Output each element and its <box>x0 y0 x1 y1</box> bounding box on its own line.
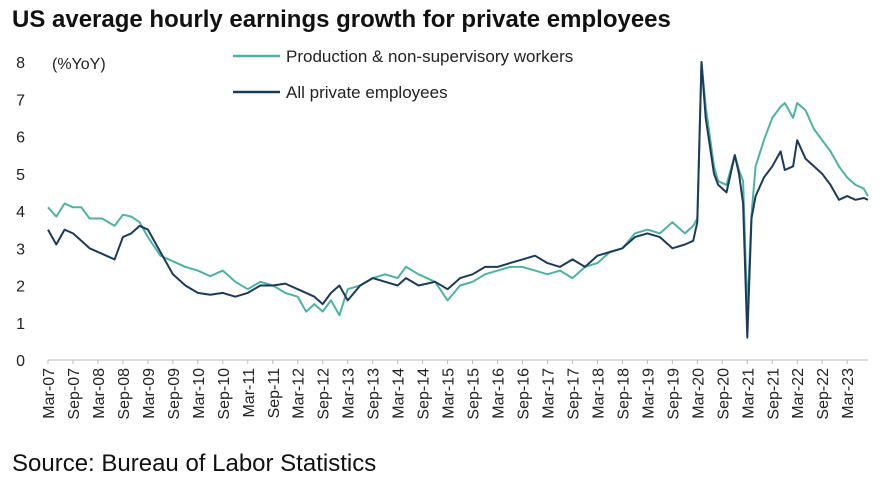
y-tick-label: 8 <box>16 55 25 72</box>
y-tick-label: 3 <box>16 241 25 258</box>
legend-label-production: Production & non-supervisory workers <box>286 47 573 66</box>
x-tick-label: Mar-11 <box>241 368 258 418</box>
x-tick-label: Mar-16 <box>491 368 508 419</box>
y-tick-label: 4 <box>16 204 25 221</box>
legend-label-all-private: All private employees <box>286 83 448 102</box>
x-tick-label: Mar-23 <box>840 368 857 419</box>
x-tick-label: Sep-15 <box>466 368 483 420</box>
x-tick-label: Mar-14 <box>391 368 408 419</box>
x-tick-label: Sep-08 <box>116 368 133 420</box>
x-tick-label: Mar-17 <box>540 368 557 419</box>
y-tick-label: 6 <box>16 130 25 147</box>
x-tick-label: Sep-14 <box>416 368 433 420</box>
x-tick-label: Sep-17 <box>565 368 582 420</box>
x-tick-label: Mar-10 <box>191 368 208 419</box>
x-tick-label: Sep-12 <box>316 368 333 420</box>
x-tick-label: Mar-20 <box>690 368 707 419</box>
x-tick-label: Sep-07 <box>66 368 83 420</box>
x-tick-label: Sep-13 <box>366 368 383 420</box>
y-tick-labels: 0 1 2 3 4 5 6 7 8 <box>16 55 25 370</box>
x-tick-label: Sep-21 <box>765 368 782 420</box>
x-tick-label: Mar-21 <box>740 368 757 419</box>
y-tick-label: 5 <box>16 167 25 184</box>
y-tick-label: 7 <box>16 92 25 109</box>
y-tick-label: 0 <box>16 353 25 370</box>
x-tick-label: Sep-18 <box>615 368 632 420</box>
x-tick-label: Mar-15 <box>441 368 458 419</box>
chart-title: US average hourly earnings growth for pr… <box>12 6 671 33</box>
series-lines <box>47 61 869 339</box>
x-tick-label: Mar-18 <box>590 368 607 419</box>
x-tick-label: Mar-13 <box>341 368 358 419</box>
x-tick-label: Mar-09 <box>141 368 158 419</box>
y-tick-label: 2 <box>16 279 25 296</box>
x-tick-label: Sep-19 <box>665 368 682 420</box>
x-tick-label: Mar-19 <box>640 368 657 419</box>
x-tick-label: Sep-22 <box>815 368 832 420</box>
x-tick-label: Mar-12 <box>291 368 308 419</box>
series-line-all-private <box>47 61 869 339</box>
x-tick-label: Sep-10 <box>216 368 233 420</box>
legend: Production & non-supervisory workers All… <box>233 47 573 102</box>
y-unit-label: (%YoY) <box>52 56 106 73</box>
x-tick-labels: Mar-07 Sep-07 Mar-08 Sep-08 Mar-09 Sep-09 Mar-… <box>41 360 857 420</box>
source-note: Source: Bureau of Labor Statistics <box>12 450 377 477</box>
series-line-production <box>47 61 869 317</box>
x-tick-label: Mar-07 <box>41 368 58 419</box>
x-tick-label: Mar-08 <box>91 368 108 419</box>
y-tick-label: 1 <box>16 316 25 333</box>
x-tick-label: Sep-20 <box>715 368 732 420</box>
x-tick-label: Mar-22 <box>790 368 807 419</box>
x-tick-label: Sep-16 <box>516 368 533 420</box>
x-tick-label: Sep-11 <box>266 368 283 419</box>
x-tick-label: Sep-09 <box>166 368 183 420</box>
